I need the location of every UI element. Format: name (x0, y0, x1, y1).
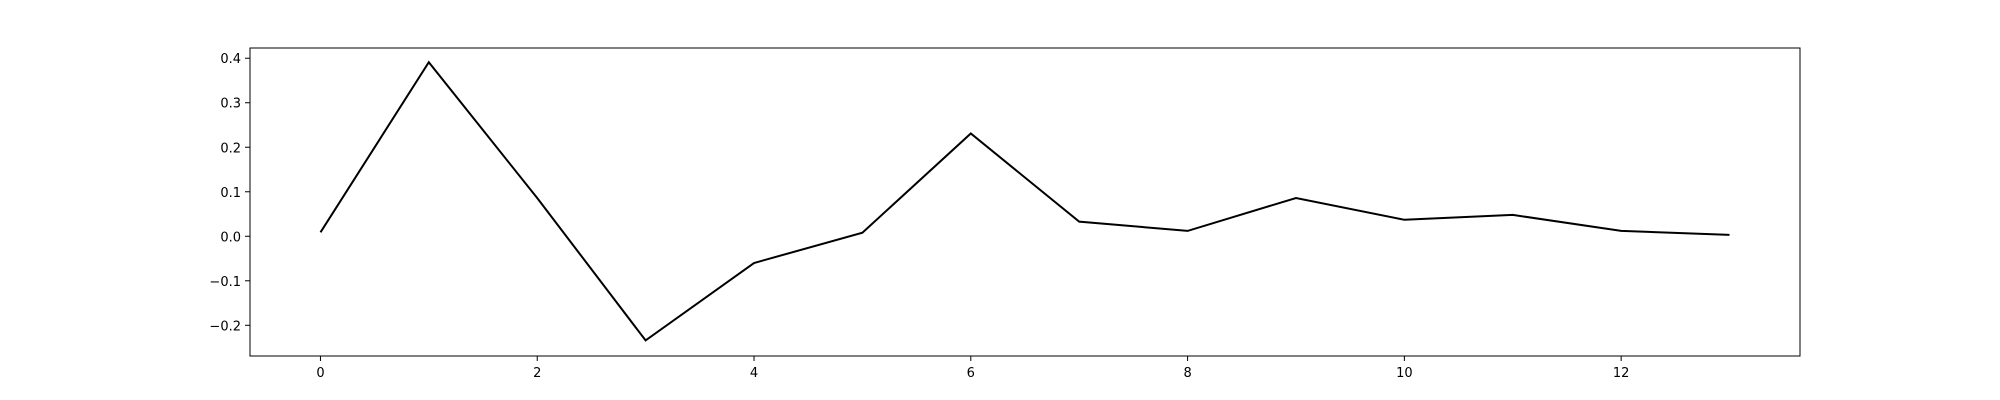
series-line (319, 60, 1730, 342)
x-tick-label: 12 (1613, 366, 1630, 381)
y-tick-label: 0.3 (220, 97, 241, 112)
x-tick-label: 6 (967, 366, 975, 381)
y-tick-label: 0.4 (220, 52, 241, 67)
plot-area-frame (249, 47, 1801, 357)
series-layer (319, 60, 1730, 342)
y-axis-ticks: −0.2 −0.1 0.0 0.1 0.2 0.3 0.4 (209, 52, 250, 334)
y-tick-label: 0.2 (220, 141, 241, 156)
y-tick-label: −0.1 (209, 275, 241, 290)
y-tick-label: 0.1 (220, 186, 241, 201)
y-tick-label: −0.2 (209, 319, 241, 334)
x-tick-label: 10 (1396, 366, 1413, 381)
y-tick-label: 0.0 (220, 230, 241, 245)
x-tick-label: 4 (750, 366, 758, 381)
x-tick-label: 2 (533, 366, 541, 381)
x-tick-label: 0 (316, 366, 324, 381)
x-axis-ticks: 0 2 4 6 8 10 12 (316, 356, 1629, 381)
x-tick-label: 8 (1183, 366, 1191, 381)
